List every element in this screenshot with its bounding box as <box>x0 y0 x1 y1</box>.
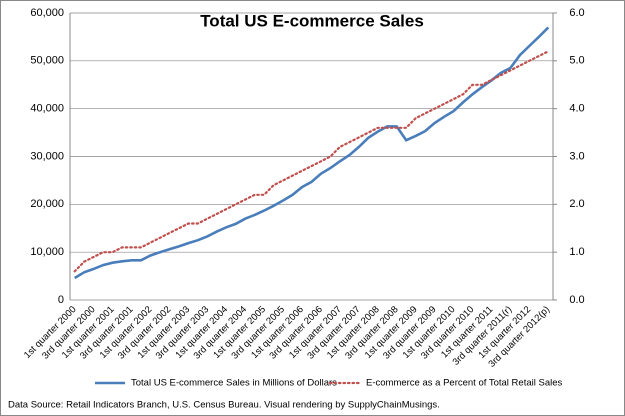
source-note: Data Source: Retail Indicators Branch, U… <box>8 400 440 411</box>
series-line <box>74 26 550 280</box>
y2-tick-label: 1.0 <box>569 246 584 258</box>
y-tick-label: 30,000 <box>30 150 64 162</box>
y2-tick-label: 6.0 <box>569 7 584 19</box>
y-tick-label: 0 <box>58 294 64 306</box>
chart-title: Total US E-commerce Sales <box>200 11 424 30</box>
y-tick-label: 20,000 <box>30 198 64 210</box>
y-tick-label: 40,000 <box>30 103 64 115</box>
legend-label: E-commerce as a Percent of Total Retail … <box>366 378 562 389</box>
legend-label: Total US E-commerce Sales in Millions of… <box>131 378 337 389</box>
y-tick-label: 50,000 <box>30 55 64 67</box>
y-tick-label: 10,000 <box>30 246 64 258</box>
y-tick-label: 60,000 <box>30 7 64 19</box>
y2-tick-label: 0.0 <box>569 294 584 306</box>
y2-tick-label: 3.0 <box>569 150 584 162</box>
series-line <box>73 50 550 273</box>
y2-tick-label: 4.0 <box>569 103 584 115</box>
y2-tick-label: 2.0 <box>569 198 584 210</box>
y2-tick-label: 5.0 <box>569 55 584 67</box>
